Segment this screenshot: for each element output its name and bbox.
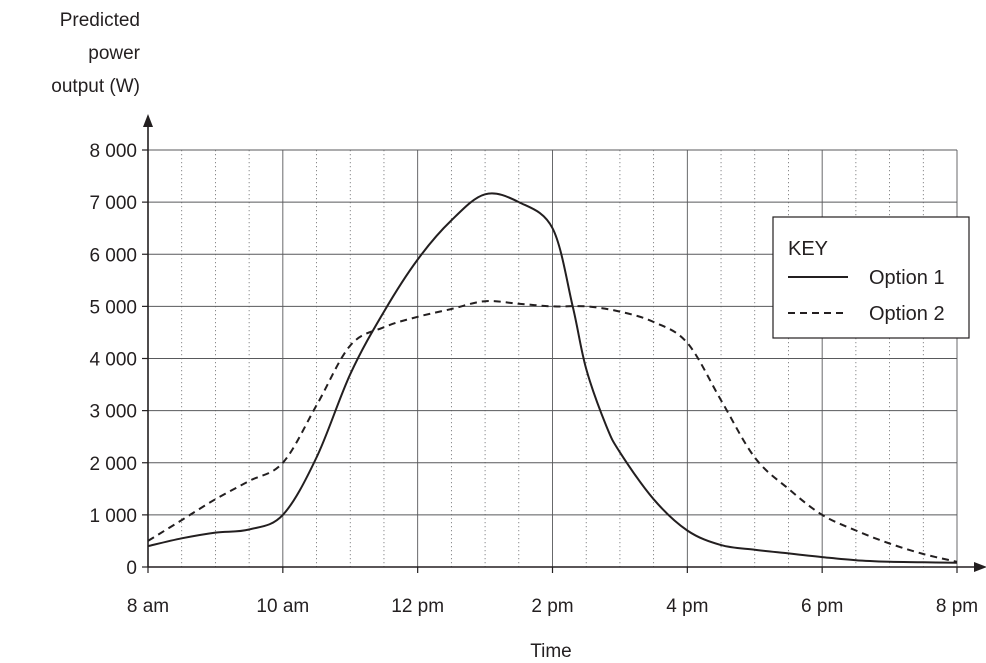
y-tick-label: 0: [126, 558, 137, 579]
y-tick-label: 5 000: [89, 297, 137, 318]
legend: KEY Option 1 Option 2: [772, 216, 970, 339]
axes: [143, 114, 986, 572]
y-axis-arrow-icon: [143, 114, 153, 127]
y-tick-label: 7 000: [89, 193, 137, 214]
x-tick-label: 6 pm: [801, 596, 843, 617]
legend-label-option-2: Option 2: [869, 303, 945, 325]
legend-label-option-1: Option 1: [869, 267, 945, 289]
x-axis-arrow-icon: [974, 562, 986, 572]
y-tick-label: 6 000: [89, 245, 137, 266]
y-tick-label: 2 000: [89, 454, 137, 475]
x-tick-label: 4 pm: [666, 596, 708, 617]
y-tick-labels: 0 1 000 2 000 3 000 4 000 5 000 6 000 7 000 8 00…: [89, 141, 148, 579]
legend-title: KEY: [788, 238, 828, 260]
y-tick-label: 3 000: [89, 402, 137, 423]
major-gridlines: [148, 149, 958, 567]
x-tick-label: 8 am: [127, 596, 169, 617]
series-line-option-1: [147, 192, 958, 564]
series-lines: [147, 192, 958, 564]
y-tick-label: 1 000: [89, 506, 137, 527]
y-axis-title-line-2: power: [88, 43, 140, 64]
y-axis-title-line-1: Predicted: [60, 10, 140, 31]
x-tick-labels: 8 am 10 am 12 pm 2 pm 4 pm 6 pm 8 pm: [127, 567, 978, 617]
y-axis-title-line-3: output (W): [51, 76, 140, 97]
x-tick-label: 12 pm: [391, 596, 444, 617]
y-tick-label: 8 000: [89, 141, 137, 162]
series-line-option-2: [147, 300, 958, 563]
y-tick-label: 4 000: [89, 350, 137, 371]
x-tick-label: 10 am: [256, 596, 309, 617]
x-axis-title: Time: [530, 641, 572, 662]
x-tick-label: 2 pm: [531, 596, 573, 617]
x-tick-label: 8 pm: [936, 596, 978, 617]
